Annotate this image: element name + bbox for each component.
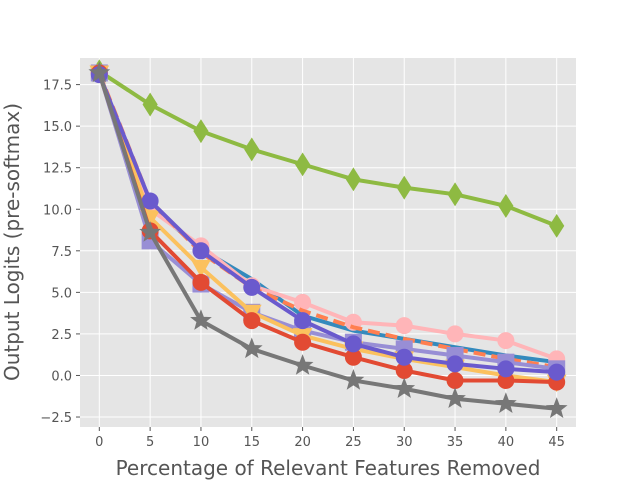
data-point [240, 337, 263, 359]
x-tick-label: 15 [243, 435, 260, 450]
x-tick-label: 40 [498, 435, 515, 450]
data-point [545, 397, 568, 418]
series-8 [90, 66, 566, 381]
series-line [98, 69, 558, 228]
data-point [88, 61, 111, 83]
y-tick-label: 7.5 [51, 245, 72, 260]
y-tick-label: 0.0 [51, 369, 72, 384]
y-axis-label: Output Logits (pre-softmax) [0, 103, 24, 381]
series-9 [88, 61, 568, 418]
series-line [97, 72, 557, 411]
data-point [345, 167, 362, 192]
data-point [294, 293, 312, 311]
y-tick-label: 12.5 [43, 162, 72, 177]
data-point [192, 242, 210, 260]
data-point [294, 152, 311, 177]
data-point [344, 335, 362, 353]
series-layer [88, 59, 568, 418]
data-point [446, 355, 464, 373]
data-point [244, 137, 260, 162]
data-point [395, 317, 413, 335]
data-point [447, 182, 463, 207]
data-point [393, 377, 416, 399]
x-tick-label: 10 [193, 435, 210, 450]
data-point [142, 92, 158, 117]
x-tick-label: 35 [447, 435, 464, 450]
data-point [141, 192, 159, 210]
data-point [291, 354, 314, 375]
data-point [548, 363, 566, 381]
y-tick-label: 17.5 [43, 79, 72, 94]
data-point [191, 259, 211, 278]
data-point [192, 273, 210, 291]
data-point [446, 325, 464, 343]
x-tick-label: 30 [396, 435, 413, 450]
x-axis-label: Percentage of Relevant Features Removed [116, 456, 541, 480]
data-point [243, 312, 261, 330]
data-point [243, 278, 261, 296]
data-point [395, 348, 413, 366]
series-line [97, 73, 557, 375]
series-line [97, 72, 557, 385]
y-tick-label: −2.5 [40, 411, 72, 426]
y-tick-label: 2.5 [51, 328, 72, 343]
series-line [97, 72, 557, 371]
data-point [139, 221, 161, 242]
data-point [497, 360, 515, 378]
x-ticks: 0 5 10 15 20 25 30 35 40 45 [95, 427, 565, 450]
data-point [498, 194, 514, 218]
data-point [342, 369, 365, 390]
y-ticks: −2.5 0.0 2.5 5.0 7.5 10.0 12.5 15.0 17.5 [40, 79, 80, 426]
x-tick-label: 5 [146, 435, 154, 450]
data-point [444, 387, 466, 408]
y-tick-label: 10.0 [43, 203, 72, 218]
data-point [294, 312, 312, 330]
y-tick-label: 15.0 [43, 120, 72, 135]
x-tick-label: 20 [294, 435, 311, 450]
data-point [495, 392, 517, 413]
x-tick-label: 45 [548, 435, 565, 450]
data-point [190, 309, 212, 330]
data-point [497, 332, 515, 350]
data-point [549, 213, 565, 238]
series-line [97, 72, 557, 385]
data-point [294, 333, 312, 351]
x-tick-label: 0 [95, 435, 103, 450]
x-tick-label: 25 [345, 435, 362, 450]
data-point [396, 175, 412, 200]
data-point [193, 119, 209, 144]
y-tick-label: 5.0 [51, 286, 72, 301]
data-point [446, 371, 464, 389]
